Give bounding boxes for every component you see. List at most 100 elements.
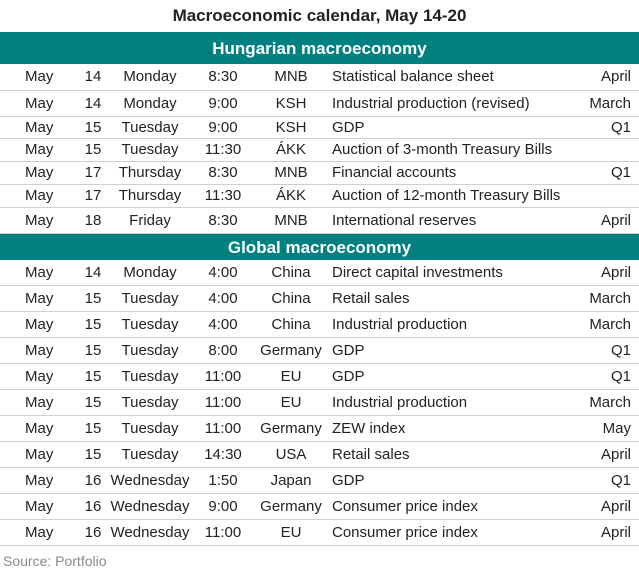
indicator-cell: GDP bbox=[332, 368, 365, 385]
table-row: May 15 Tuesday 14:30 USA Retail sales April bbox=[0, 442, 639, 468]
source-cell: China bbox=[271, 264, 311, 281]
weekday-cell: Monday bbox=[123, 68, 177, 85]
indicator-cell: Retail sales bbox=[332, 290, 410, 307]
table-row: May 17 Thursday 11:30 ÁKK Auction of 12-month… bbox=[0, 185, 639, 208]
weekday-cell: Tuesday bbox=[121, 141, 179, 158]
weekday-cell: Tuesday bbox=[121, 316, 179, 333]
source-cell: Germany bbox=[260, 342, 322, 359]
time-cell: 8:30 bbox=[208, 164, 238, 181]
period-cell: Q1 bbox=[610, 342, 631, 359]
source-cell: KSH bbox=[275, 95, 307, 112]
time-cell: 11:30 bbox=[204, 187, 242, 204]
weekday-cell: Tuesday bbox=[121, 446, 179, 463]
indicator-cell: Consumer price index bbox=[332, 498, 478, 515]
source-cell: ÁKK bbox=[275, 187, 306, 204]
indicator-cell: Industrial production bbox=[332, 316, 468, 333]
month-cell: May bbox=[25, 187, 54, 204]
day-cell: 14 bbox=[84, 264, 102, 281]
section-rows-global: May 14 Monday 4:00 China Direct capital inves… bbox=[0, 260, 639, 546]
weekday-cell: Tuesday bbox=[121, 368, 179, 385]
indicator-cell: GDP bbox=[332, 342, 365, 359]
time-cell: 1:50 bbox=[208, 472, 238, 489]
weekday-cell: Monday bbox=[123, 95, 177, 112]
table-row: May 15 Tuesday 9:00 KSH GDP Q1 bbox=[0, 117, 639, 139]
month-cell: May bbox=[25, 119, 54, 136]
month-cell: May bbox=[25, 212, 54, 229]
weekday-cell: Tuesday bbox=[121, 394, 179, 411]
day-cell: 15 bbox=[84, 342, 102, 359]
month-cell: May bbox=[25, 95, 54, 112]
source-cell: China bbox=[271, 316, 311, 333]
day-cell: 16 bbox=[84, 524, 102, 541]
weekday-cell: Thursday bbox=[118, 187, 182, 204]
source-cell: MNB bbox=[274, 212, 308, 229]
source-cell: KSH bbox=[275, 119, 307, 136]
time-cell: 4:00 bbox=[208, 316, 238, 333]
month-cell: May bbox=[25, 368, 54, 385]
time-cell: 4:00 bbox=[208, 290, 238, 307]
period-cell: April bbox=[600, 212, 631, 229]
source-cell: EU bbox=[280, 368, 302, 385]
indicator-cell: Statistical balance sheet bbox=[332, 68, 494, 85]
time-cell: 9:00 bbox=[208, 498, 238, 515]
month-cell: May bbox=[25, 264, 54, 281]
table-row: May 15 Tuesday 4:00 China Retail sales March bbox=[0, 286, 639, 312]
month-cell: May bbox=[25, 498, 54, 515]
time-cell: 11:00 bbox=[204, 524, 242, 541]
weekday-cell: Friday bbox=[129, 212, 171, 229]
day-cell: 14 bbox=[84, 68, 102, 85]
source-cell: MNB bbox=[274, 68, 308, 85]
day-cell: 16 bbox=[84, 472, 102, 489]
period-cell: April bbox=[600, 68, 631, 85]
weekday-cell: Thursday bbox=[118, 164, 182, 181]
period-cell: March bbox=[589, 95, 631, 112]
weekday-cell: Monday bbox=[123, 264, 177, 281]
source-cell: Japan bbox=[270, 472, 312, 489]
weekday-cell: Wednesday bbox=[110, 498, 190, 515]
time-cell: 9:00 bbox=[208, 119, 238, 136]
month-cell: May bbox=[25, 394, 54, 411]
day-cell: 17 bbox=[84, 164, 102, 181]
period-cell: April bbox=[600, 446, 631, 463]
section-header-global: Global macroeconomy bbox=[0, 234, 639, 260]
indicator-cell: Industrial production (revised) bbox=[332, 95, 530, 112]
section-header-hungarian: Hungarian macroeconomy bbox=[0, 32, 639, 64]
indicator-cell: Financial accounts bbox=[332, 164, 457, 181]
table-row: May 18 Friday 8:30 MNB International reserves… bbox=[0, 208, 639, 234]
source-cell: EU bbox=[280, 524, 302, 541]
indicator-cell: Auction of 12-month Treasury Bills bbox=[332, 187, 561, 204]
day-cell: 15 bbox=[84, 119, 102, 136]
table-row: May 16 Wednesday 11:00 EU Consumer price inde… bbox=[0, 520, 639, 546]
time-cell: 4:00 bbox=[208, 264, 238, 281]
period-cell: Q1 bbox=[610, 472, 631, 489]
table-row: May 15 Tuesday 11:00 EU GDP Q1 bbox=[0, 364, 639, 390]
day-cell: 17 bbox=[84, 187, 102, 204]
weekday-cell: Tuesday bbox=[121, 420, 179, 437]
table-row: May 14 Monday 9:00 KSH Industrial production … bbox=[0, 91, 639, 117]
weekday-cell: Tuesday bbox=[121, 119, 179, 136]
time-cell: 8:30 bbox=[208, 68, 238, 85]
time-cell: 9:00 bbox=[208, 95, 238, 112]
period-cell: March bbox=[589, 316, 631, 333]
source-note: Source: Portfolio bbox=[3, 553, 107, 569]
day-cell: 15 bbox=[84, 368, 102, 385]
month-cell: May bbox=[25, 524, 54, 541]
month-cell: May bbox=[25, 290, 54, 307]
day-cell: 14 bbox=[84, 95, 102, 112]
indicator-cell: ZEW index bbox=[332, 420, 406, 437]
table-row: May 16 Wednesday 1:50 Japan GDP Q1 bbox=[0, 468, 639, 494]
day-cell: 16 bbox=[84, 498, 102, 515]
source-cell: Germany bbox=[260, 420, 322, 437]
indicator-cell: International reserves bbox=[332, 212, 477, 229]
period-cell: Q1 bbox=[610, 368, 631, 385]
source-cell: China bbox=[271, 290, 311, 307]
month-cell: May bbox=[25, 68, 54, 85]
period-cell: Q1 bbox=[610, 164, 631, 181]
month-cell: May bbox=[25, 342, 54, 359]
table-row: May 15 Tuesday 4:00 China Industrial producti… bbox=[0, 312, 639, 338]
indicator-cell: GDP bbox=[332, 472, 365, 489]
day-cell: 15 bbox=[84, 420, 102, 437]
month-cell: May bbox=[25, 420, 54, 437]
table-row: May 15 Tuesday 11:30 ÁKK Auction of 3-month T… bbox=[0, 139, 639, 162]
